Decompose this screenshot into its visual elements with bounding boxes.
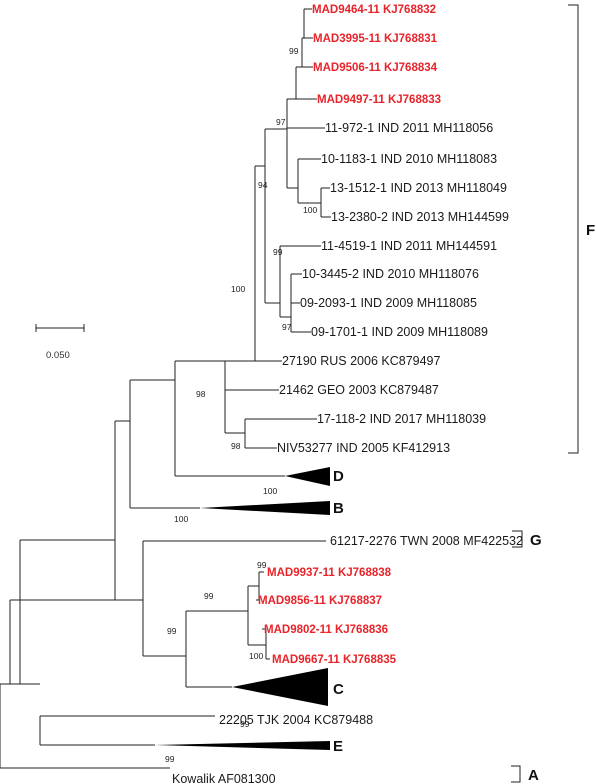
- taxon-label[interactable]: MAD9856-11 KJ768837: [258, 595, 382, 607]
- bootstrap-value: 100: [303, 205, 317, 215]
- branch: [115, 380, 200, 509]
- bootstrap-value: 100: [231, 284, 245, 294]
- branch: [9, 600, 215, 746]
- clade-b-triangle[interactable]: [200, 501, 330, 515]
- collapsed-clades: [155, 467, 330, 750]
- branch: [287, 158, 321, 203]
- scale-bar-line: [35, 324, 85, 332]
- branch: [298, 187, 331, 218]
- branch: [248, 628, 270, 660]
- branch: [0, 683, 170, 769]
- branch: [20, 540, 326, 656]
- clade-label-c[interactable]: C: [333, 681, 344, 698]
- taxon-label[interactable]: 17-118-2 IND 2017 MH118039: [317, 412, 486, 426]
- clade-g-bracket: [512, 530, 523, 548]
- taxon-label[interactable]: 09-2093-1 IND 2009 MH118085: [300, 296, 477, 310]
- clade-label-a[interactable]: A: [528, 767, 539, 784]
- branch: [302, 8, 313, 39]
- bootstrap-value: 100: [249, 651, 263, 661]
- bootstrap-value: 99: [165, 754, 175, 764]
- taxon-label[interactable]: MAD9506-11 KJ768834: [313, 62, 438, 74]
- bootstrap-value: 99: [257, 560, 267, 570]
- taxon-label[interactable]: 09-1701-1 IND 2009 MH118089: [311, 325, 488, 339]
- taxon-label[interactable]: 21462 GEO 2003 KC879487: [279, 383, 439, 397]
- taxon-label[interactable]: 22205 TJK 2004 KC879488: [219, 713, 373, 727]
- clade-c-triangle[interactable]: [232, 668, 328, 706]
- clade-label-g[interactable]: G: [530, 532, 542, 549]
- taxon-label[interactable]: MAD9497-11 KJ768833: [317, 94, 441, 106]
- clade-f-bracket: [568, 4, 579, 454]
- clade-e-triangle[interactable]: [155, 741, 330, 750]
- branch: [265, 245, 321, 317]
- clade-label-e[interactable]: E: [333, 738, 343, 755]
- branch: [10, 540, 21, 684]
- bootstrap-value: 100: [174, 514, 188, 524]
- bootstrap-value: 99: [167, 626, 177, 636]
- branch: [280, 273, 311, 333]
- branch: [175, 360, 317, 449]
- scale-bar-label: 0.050: [46, 350, 70, 361]
- taxon-label[interactable]: MAD9802-11 KJ768836: [264, 624, 388, 636]
- bootstrap-value: 97: [282, 322, 292, 332]
- taxon-label[interactable]: MAD3995-11 KJ768831: [313, 33, 438, 45]
- branch: [130, 361, 285, 477]
- taxon-label[interactable]: NIV53277 IND 2005 KF412913: [277, 441, 450, 455]
- clade-d-triangle[interactable]: [285, 467, 330, 486]
- bootstrap-value: 99: [273, 247, 283, 257]
- scale-bar: 0.050: [35, 324, 85, 361]
- bootstrap-value: 99: [204, 591, 214, 601]
- taxon-label[interactable]: 10-1183-1 IND 2010 MH118083: [321, 152, 497, 166]
- branch: [265, 99, 288, 188]
- bootstrap-value: 99: [289, 46, 299, 56]
- taxon-label[interactable]: MAD9464-11 KJ768832: [312, 4, 436, 16]
- taxon-label[interactable]: 11-972-1 IND 2011 MH118056: [325, 121, 493, 135]
- clade-label-f[interactable]: F: [586, 222, 595, 239]
- taxon-label[interactable]: MAD9667-11 KJ768835: [272, 654, 397, 666]
- taxon-label[interactable]: 11-4519-1 IND 2011 MH144591: [321, 239, 497, 253]
- branch: [296, 38, 313, 68]
- taxon-label[interactable]: 10-3445-2 IND 2010 MH118076: [302, 267, 479, 281]
- taxon-label[interactable]: 13-2380-2 IND 2013 MH144599: [331, 210, 509, 224]
- bootstrap-value: 97: [276, 117, 286, 127]
- branch: [248, 571, 264, 601]
- branch: [186, 586, 249, 645]
- bootstrap-value: 98: [231, 441, 241, 451]
- branch: [20, 421, 116, 541]
- clade-a-bracket: [511, 765, 521, 783]
- clade-annotations: F G A DB C E: [333, 4, 595, 784]
- bootstrap-value: 98: [196, 389, 206, 399]
- taxon-label[interactable]: Kowalik AF081300: [172, 772, 276, 784]
- taxon-label[interactable]: 27190 RUS 2006 KC879497: [282, 354, 441, 368]
- bootstrap-value: 99: [240, 719, 250, 729]
- clade-label-d[interactable]: D: [333, 468, 344, 485]
- bootstrap-value: 94: [258, 180, 268, 190]
- branch: [143, 611, 187, 687]
- branch: [255, 129, 266, 303]
- clade-label-b[interactable]: B: [333, 500, 344, 517]
- branch: [175, 166, 282, 362]
- bootstrap-labels: 99 97 100 94 99 97 100 98 98 100 100 99 99 100 99 99 99: [165, 46, 317, 764]
- bootstrap-value: 100: [263, 486, 277, 496]
- tree-branches: [0, 8, 331, 769]
- branch: [224, 361, 279, 391]
- taxon-label[interactable]: MAD9937-11 KJ768838: [267, 567, 392, 579]
- taxon-label[interactable]: 61217-2276 TWN 2008 MF422532: [330, 534, 523, 548]
- branch: [287, 67, 325, 129]
- taxon-label[interactable]: 13-1512-1 IND 2013 MH118049: [330, 181, 507, 195]
- tip-labels: MAD9464-11 KJ768832 MAD3995-11 KJ768831 MA…: [172, 4, 523, 784]
